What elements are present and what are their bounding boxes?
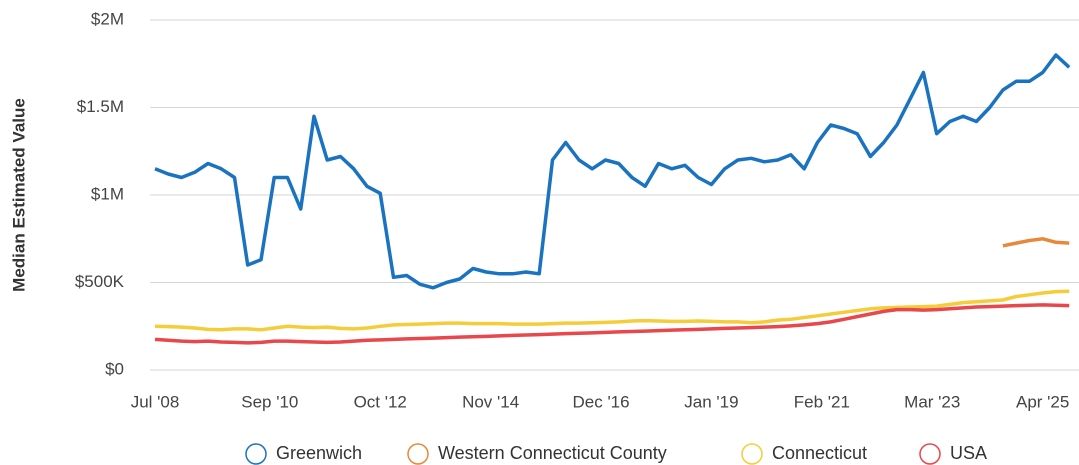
x-tick-label: Mar '23 bbox=[904, 392, 960, 411]
x-tick-label: Dec '16 bbox=[572, 392, 629, 411]
x-tick-label: Nov '14 bbox=[462, 392, 519, 411]
legend-marker bbox=[919, 443, 941, 465]
legend-label: Western Connecticut County bbox=[438, 443, 667, 463]
y-tick-label: $500K bbox=[75, 272, 125, 291]
legend-marker bbox=[245, 443, 267, 465]
legend-marker bbox=[407, 443, 429, 465]
series-line bbox=[1002, 237, 1070, 248]
series-line bbox=[154, 289, 1070, 332]
legend-label: Greenwich bbox=[276, 443, 362, 463]
y-axis-label: Median Estimated Value bbox=[9, 98, 28, 292]
y-tick-label: $1.5M bbox=[77, 97, 124, 116]
x-tick-label: Sep '10 bbox=[241, 392, 298, 411]
legend-marker bbox=[741, 443, 763, 465]
series-line bbox=[154, 303, 1070, 345]
x-tick-label: Jan '19 bbox=[684, 392, 738, 411]
x-tick-label: Feb '21 bbox=[794, 392, 850, 411]
x-tick-label: Oct '12 bbox=[354, 392, 407, 411]
y-tick-label: $2M bbox=[91, 9, 124, 28]
legend-label: Connecticut bbox=[772, 443, 867, 463]
x-tick-label: Jul '08 bbox=[131, 392, 180, 411]
x-tick-label: Apr '25 bbox=[1016, 392, 1069, 411]
legend-label: USA bbox=[950, 443, 987, 463]
y-tick-label: $1M bbox=[91, 184, 124, 203]
series-line bbox=[154, 53, 1071, 290]
y-tick-label: $0 bbox=[105, 359, 124, 378]
